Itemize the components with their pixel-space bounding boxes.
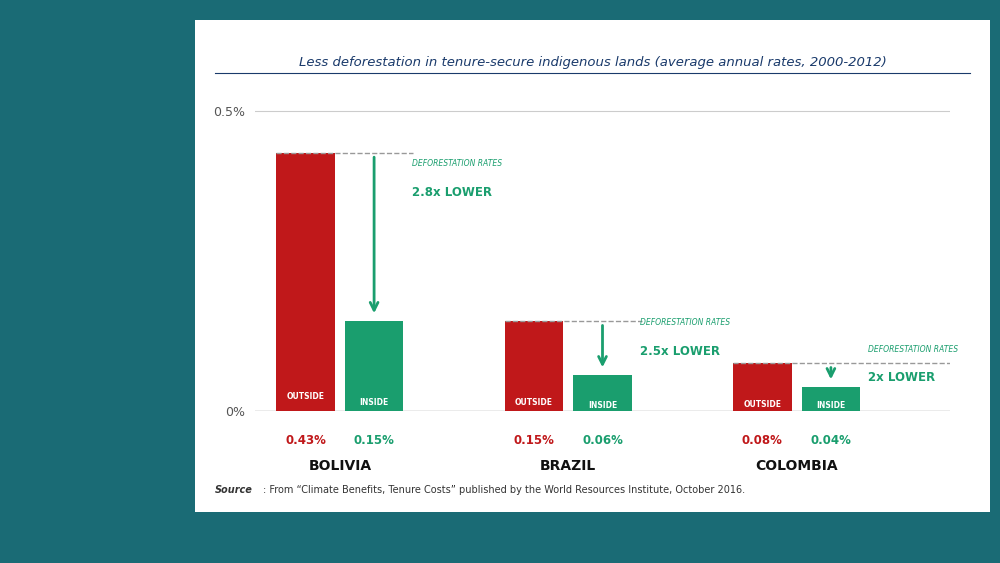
Text: BRAZIL: BRAZIL [540, 459, 596, 473]
Bar [733, 363, 792, 411]
Text: 2x LOWER: 2x LOWER [868, 370, 936, 384]
Text: INSIDE: INSIDE [588, 400, 617, 409]
Bar [573, 375, 632, 411]
Bar [276, 153, 335, 411]
Text: DEFORESTATION RATES: DEFORESTATION RATES [412, 159, 502, 168]
Text: DEFORESTATION RATES: DEFORESTATION RATES [868, 345, 959, 354]
Text: 2.8x LOWER: 2.8x LOWER [412, 186, 492, 199]
Text: OUTSIDE: OUTSIDE [515, 399, 553, 408]
Text: OUTSIDE: OUTSIDE [743, 400, 781, 409]
Text: 0.15%: 0.15% [354, 434, 395, 447]
Text: 0.08%: 0.08% [742, 434, 783, 447]
Bar [505, 321, 563, 411]
Text: DEFORESTATION RATES: DEFORESTATION RATES [640, 318, 730, 327]
Text: Source: Source [215, 485, 253, 495]
Text: 0.06%: 0.06% [582, 434, 623, 447]
Text: BOLIVIA: BOLIVIA [308, 459, 371, 473]
Text: 0.43%: 0.43% [285, 434, 326, 447]
Text: COLOMBIA: COLOMBIA [755, 459, 838, 473]
Text: 0.15%: 0.15% [514, 434, 554, 447]
Text: OUTSIDE: OUTSIDE [287, 392, 325, 401]
Text: Less deforestation in tenure-secure indigenous lands (average annual rates, 2000: Less deforestation in tenure-secure indi… [299, 56, 886, 69]
Text: INSIDE: INSIDE [359, 399, 389, 408]
Text: 0.04%: 0.04% [810, 434, 851, 447]
Text: INSIDE: INSIDE [816, 401, 846, 410]
Text: : From “Climate Benefits, Tenure Costs” published by the World Resources Institu: : From “Climate Benefits, Tenure Costs” … [263, 485, 745, 495]
Bar [802, 387, 860, 411]
Bar [345, 321, 403, 411]
Text: 2.5x LOWER: 2.5x LOWER [640, 345, 720, 358]
